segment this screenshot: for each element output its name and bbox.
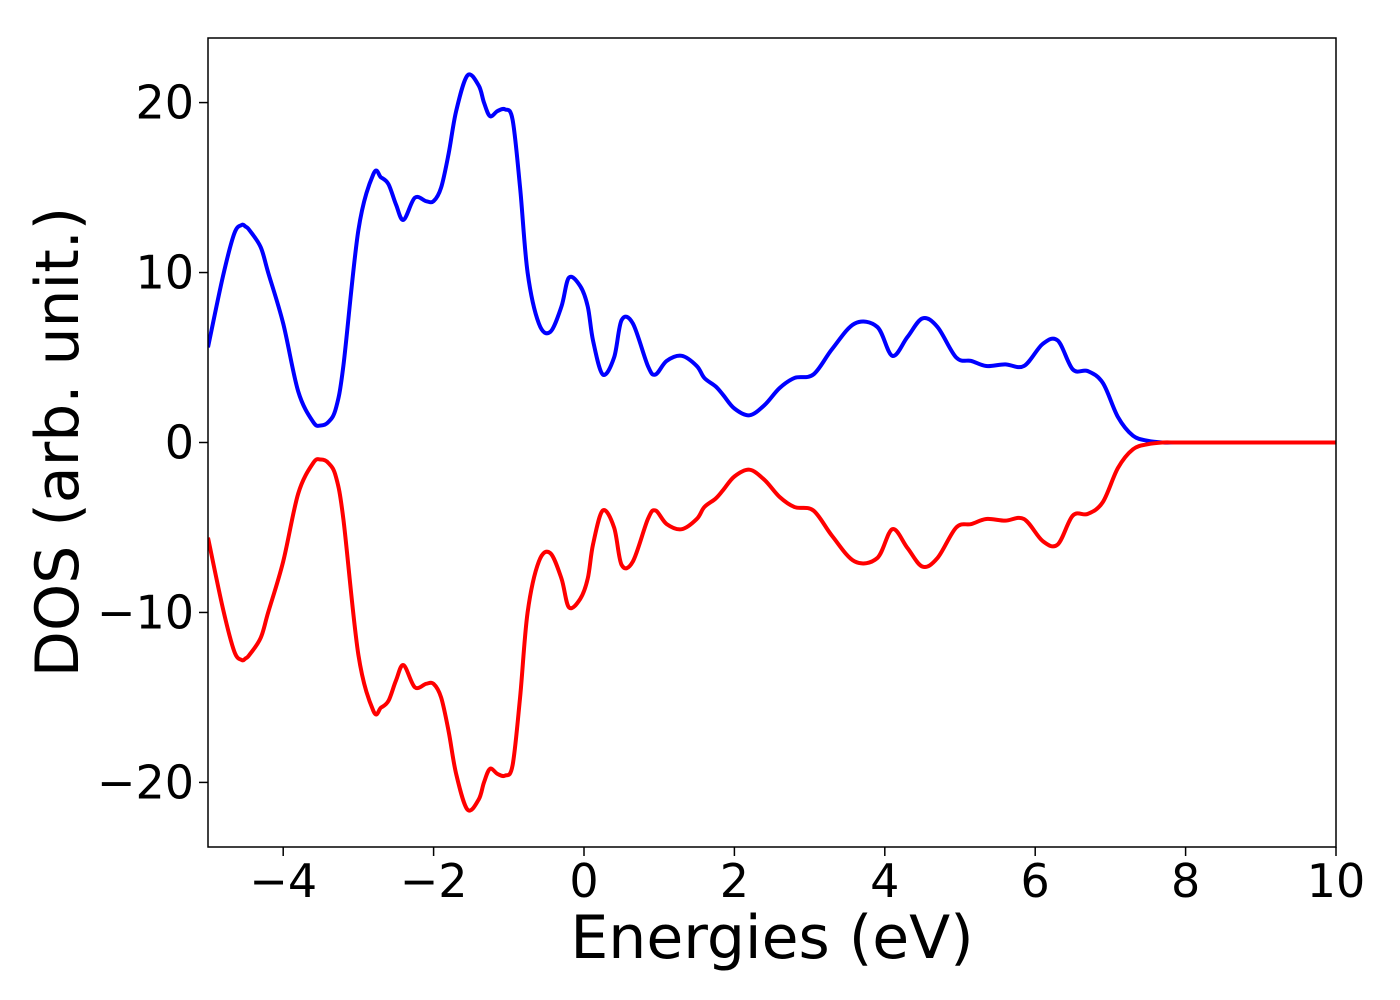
x-tick-label: 2 [720, 854, 749, 908]
y-tick-label: 20 [135, 76, 194, 130]
y-axis: −20 −10 0 10 20 [97, 76, 208, 809]
x-axis: −4 −2 0 2 4 6 8 10 [249, 847, 1365, 908]
x-tick-label: 8 [1171, 854, 1200, 908]
x-tick-label: 0 [569, 854, 598, 908]
y-tick-label: −20 [97, 755, 194, 809]
series-line-1 [208, 440, 1336, 813]
x-axis-label: Energies (eV) [570, 903, 973, 973]
x-tick-label: 10 [1307, 854, 1366, 908]
x-tick-label: 6 [1021, 854, 1050, 908]
x-tick-label: 4 [870, 854, 899, 908]
y-axis-label: DOS (arb. unit.) [23, 207, 93, 677]
y-tick-label: −10 [97, 585, 194, 639]
y-tick-label: 10 [135, 246, 194, 300]
x-tick-label: −4 [249, 854, 317, 908]
series-layer [208, 72, 1336, 813]
y-tick-label: 0 [165, 416, 194, 470]
x-tick-label: −2 [400, 854, 468, 908]
series-line-0 [208, 72, 1336, 445]
